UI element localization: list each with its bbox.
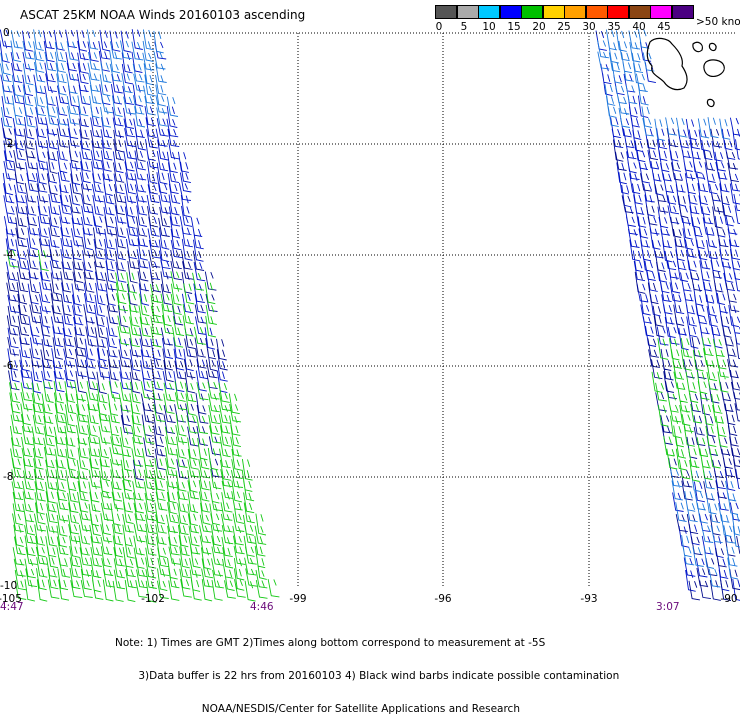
scale-label: 15 <box>507 21 521 33</box>
scale-swatch <box>671 5 694 19</box>
time-label-right: 3:07 <box>656 601 680 613</box>
wind-barbs-blue <box>0 29 740 601</box>
longitude-label: -102 <box>141 593 165 605</box>
time-label-middle: 4:46 <box>250 601 274 613</box>
longitude-label: -93 <box>580 593 598 605</box>
scale-label-units: >50 knots <box>696 16 740 28</box>
footnotes: Note: 1) Times are GMT 2)Times along bot… <box>115 616 619 726</box>
scale-label: 0 <box>435 21 443 33</box>
scale-label: 35 <box>607 21 621 33</box>
latitude-label: -2 <box>3 138 14 150</box>
longitude-label: -105 <box>0 593 22 605</box>
latitude-label: -8 <box>3 471 14 483</box>
wind-barbs-green <box>6 249 729 603</box>
wind-barb-map <box>0 29 740 603</box>
scale-label: 25 <box>557 21 571 33</box>
note-line-2: 3)Data buffer is 22 hrs from 20160103 4)… <box>115 670 620 682</box>
latitude-label: 0 <box>3 27 10 39</box>
scale-label: 30 <box>582 21 596 33</box>
latitude-label: -4 <box>3 249 14 261</box>
latitude-label: -6 <box>3 360 14 372</box>
longitude-label: -99 <box>289 593 307 605</box>
scale-label: 5 <box>460 21 468 33</box>
espanola-island-outline <box>706 98 715 108</box>
isabela-island-outline <box>646 37 688 91</box>
san-cristobal-island-outline <box>692 41 703 53</box>
note-line-1: Note: 1) Times are GMT 2)Times along bot… <box>115 637 546 649</box>
scale-label: 20 <box>532 21 546 33</box>
longitude-label: -90 <box>720 593 738 605</box>
map-title: ASCAT 25KM NOAA Winds 20160103 ascending <box>20 8 306 22</box>
latitude-label: -10 <box>0 580 18 592</box>
wind-barbs-navy <box>2 118 740 602</box>
wind-barb-layer <box>0 29 740 603</box>
longitude-label: -96 <box>434 593 452 605</box>
scale-label: 45 <box>657 21 671 33</box>
time-label-left: 4:47 <box>0 601 24 613</box>
santa-cruz-island-outline <box>703 59 725 77</box>
wind-barbs-light-blue <box>0 29 740 588</box>
scale-label: 40 <box>632 21 646 33</box>
scale-label: 10 <box>482 21 496 33</box>
lat-lon-grid <box>8 32 736 588</box>
note-line-3: NOAA/NESDIS/Center for Satellite Applica… <box>115 703 520 715</box>
galapagos-coastline <box>646 37 725 108</box>
santiago-island-outline <box>708 42 717 52</box>
